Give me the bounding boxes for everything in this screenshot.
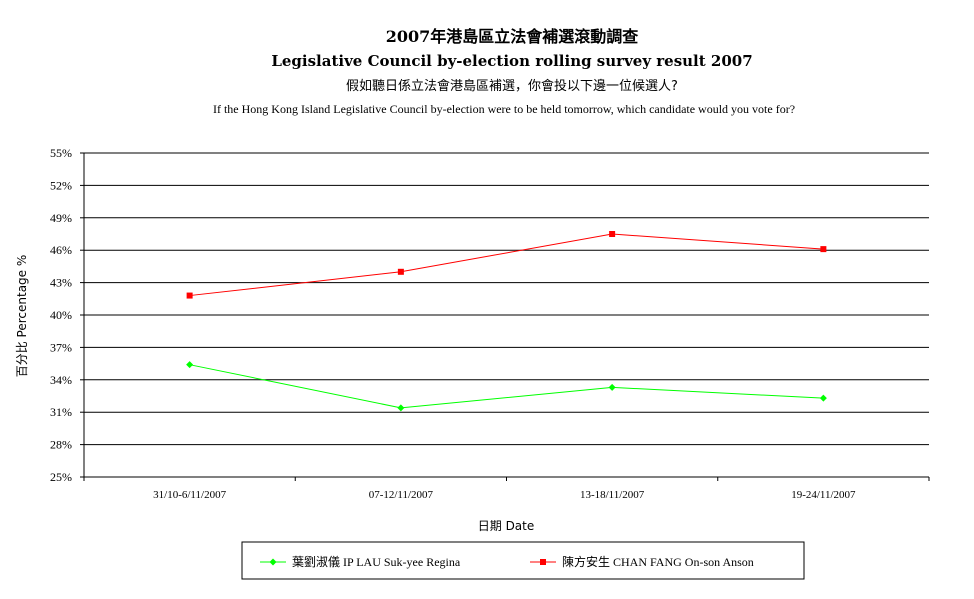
y-tick-labels: 25% 28% 31% 34% 37% 40% 43% 46% 49% 52% 55%	[50, 146, 72, 484]
point-marker-diamond	[397, 404, 405, 412]
y-tick-label: 31%	[50, 405, 72, 419]
point-marker-diamond	[269, 558, 277, 566]
x-tick-label: 31/10-6/11/2007	[153, 489, 226, 501]
question-english: If the Hong Kong Island Legislative Coun…	[213, 102, 795, 116]
y-tick-label: 43%	[50, 276, 72, 290]
point-marker-square	[609, 231, 616, 237]
y-tick-label: 28%	[50, 438, 72, 452]
y-tick-label: 40%	[50, 308, 72, 322]
question-chinese: 假如聽日係立法會港島區補選，你會投以下邊一位候選人?	[346, 78, 678, 94]
x-tick-label: 13-18/11/2007	[580, 489, 645, 501]
series-group	[186, 231, 827, 412]
legend-label-1: 葉劉淑儀 IP LAU Suk-yee Regina	[292, 554, 461, 569]
y-tick-label: 25%	[50, 470, 72, 484]
y-tick-label: 49%	[50, 211, 72, 225]
legend-label-2: 陳方安生 CHAN FANG On-son Anson	[562, 554, 754, 569]
point-marker-diamond	[819, 394, 827, 402]
series-line-2	[189, 233, 824, 297]
x-tick-labels: 31/10-6/11/2007 07-12/11/2007 13-18/11/200…	[153, 489, 856, 501]
point-marker-square	[540, 559, 546, 565]
axes	[80, 152, 930, 481]
legend-box	[241, 541, 805, 580]
x-axis-label: 日期 Date	[478, 519, 535, 533]
point-marker-square	[397, 268, 404, 275]
point-marker-square	[186, 292, 193, 299]
y-tick-label: 52%	[50, 178, 72, 192]
x-tick-label: 07-12/11/2007	[369, 489, 434, 501]
point-marker-square	[820, 246, 827, 253]
gridlines	[84, 152, 929, 446]
legend: 葉劉淑儀 IP LAU Suk-yee Regina 陳方安生 CHAN FANG…	[241, 541, 805, 580]
y-tick-label: 46%	[50, 243, 72, 257]
x-tick-label: 19-24/11/2007	[791, 489, 856, 501]
point-marker-diamond	[608, 383, 616, 391]
chart-subtitle: Legislative Council by-election rolling …	[271, 52, 752, 70]
y-tick-label: 34%	[50, 373, 72, 387]
y-axis-label: 百分比 Percentage %	[15, 255, 29, 378]
chart-title: 2007年港島區立法會補選滾動調查	[386, 27, 639, 46]
y-tick-label: 55%	[50, 146, 72, 160]
point-marker-diamond	[186, 361, 194, 369]
series-line-1	[189, 364, 824, 409]
y-tick-label: 37%	[50, 340, 72, 354]
